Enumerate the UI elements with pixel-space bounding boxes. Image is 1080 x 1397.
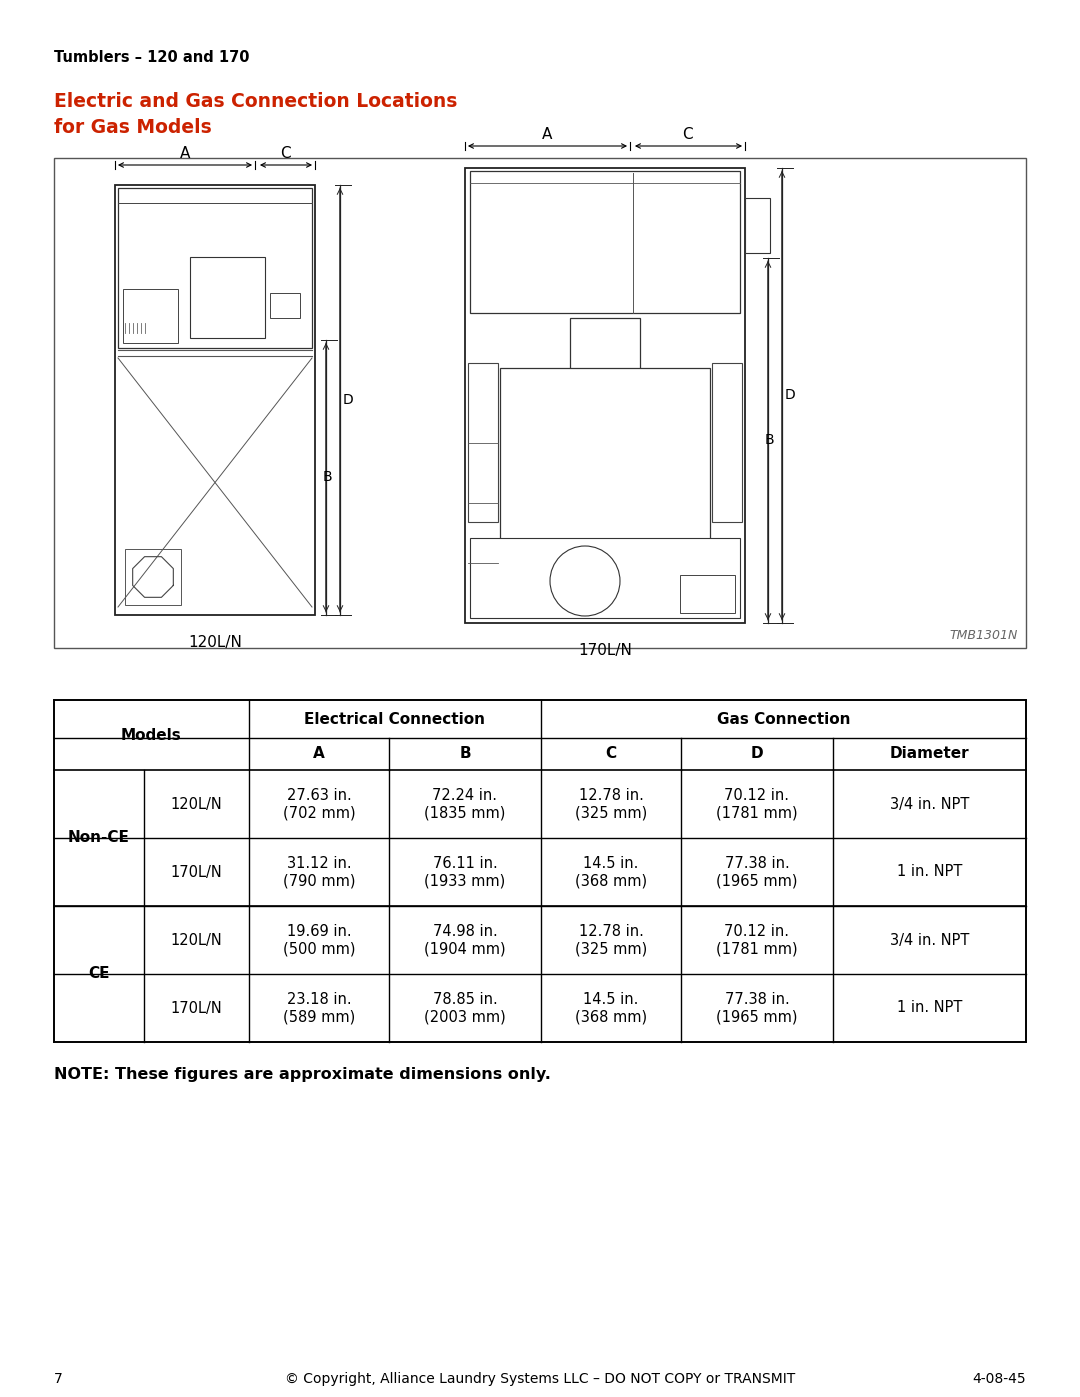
Text: 14.5 in.: 14.5 in. <box>583 992 638 1006</box>
Text: Electric and Gas Connection Locations: Electric and Gas Connection Locations <box>54 92 457 110</box>
Text: (325 mm): (325 mm) <box>575 942 647 957</box>
Bar <box>190 257 265 338</box>
Text: (368 mm): (368 mm) <box>575 1010 647 1024</box>
Bar <box>118 189 312 348</box>
Text: 76.11 in.: 76.11 in. <box>433 855 498 870</box>
Text: 3/4 in. NPT: 3/4 in. NPT <box>890 933 969 947</box>
Bar <box>712 363 742 522</box>
Text: C: C <box>280 147 291 161</box>
Bar <box>745 198 770 253</box>
Text: 23.18 in.: 23.18 in. <box>286 992 351 1006</box>
Text: 120L/N: 120L/N <box>171 796 222 812</box>
Text: B: B <box>765 433 774 447</box>
Text: (1933 mm): (1933 mm) <box>424 873 505 888</box>
Text: 7: 7 <box>54 1372 63 1386</box>
Text: CE: CE <box>89 967 110 982</box>
Text: Diameter: Diameter <box>890 746 970 761</box>
Text: (1835 mm): (1835 mm) <box>424 806 505 820</box>
Bar <box>54 158 1026 648</box>
Bar <box>125 549 181 605</box>
Text: © Copyright, Alliance Laundry Systems LLC – DO NOT COPY or TRANSMIT: © Copyright, Alliance Laundry Systems LL… <box>285 1372 795 1386</box>
Bar <box>470 538 740 617</box>
Text: 14.5 in.: 14.5 in. <box>583 855 638 870</box>
Text: 12.78 in.: 12.78 in. <box>579 788 644 802</box>
Text: (325 mm): (325 mm) <box>575 806 647 820</box>
Text: A: A <box>179 147 190 161</box>
Text: 31.12 in.: 31.12 in. <box>286 855 351 870</box>
Bar <box>270 293 300 319</box>
Text: A: A <box>542 127 553 142</box>
Text: B: B <box>459 746 471 761</box>
Text: (1965 mm): (1965 mm) <box>716 1010 798 1024</box>
Text: (589 mm): (589 mm) <box>283 1010 355 1024</box>
Text: TMB1301N: TMB1301N <box>949 629 1018 643</box>
Text: 77.38 in.: 77.38 in. <box>725 992 789 1006</box>
Text: (2003 mm): (2003 mm) <box>424 1010 505 1024</box>
Text: (500 mm): (500 mm) <box>283 942 355 957</box>
Text: 70.12 in.: 70.12 in. <box>725 788 789 802</box>
Text: 70.12 in.: 70.12 in. <box>725 923 789 939</box>
Text: (368 mm): (368 mm) <box>575 873 647 888</box>
Text: (702 mm): (702 mm) <box>283 806 355 820</box>
Text: 12.78 in.: 12.78 in. <box>579 923 644 939</box>
Text: 72.24 in.: 72.24 in. <box>432 788 498 802</box>
Text: 1 in. NPT: 1 in. NPT <box>896 865 962 880</box>
Text: Tumblers – 120 and 170: Tumblers – 120 and 170 <box>54 50 249 66</box>
Text: 77.38 in.: 77.38 in. <box>725 855 789 870</box>
Text: 170L/N: 170L/N <box>578 643 632 658</box>
Bar <box>54 700 1026 1042</box>
Text: B: B <box>323 469 333 483</box>
Text: (1904 mm): (1904 mm) <box>424 942 505 957</box>
Text: (1781 mm): (1781 mm) <box>716 942 798 957</box>
Circle shape <box>550 546 620 616</box>
Text: 170L/N: 170L/N <box>171 1000 222 1016</box>
Bar <box>123 289 178 344</box>
Text: Models: Models <box>121 728 181 742</box>
Text: 120L/N: 120L/N <box>171 933 222 947</box>
Text: 3/4 in. NPT: 3/4 in. NPT <box>890 796 969 812</box>
Text: D: D <box>751 746 764 761</box>
Text: D: D <box>343 393 354 407</box>
Text: 74.98 in.: 74.98 in. <box>433 923 498 939</box>
Text: C: C <box>606 746 617 761</box>
Text: Electrical Connection: Electrical Connection <box>305 711 486 726</box>
Text: (790 mm): (790 mm) <box>283 873 355 888</box>
Bar <box>114 184 315 615</box>
Bar <box>680 576 735 613</box>
Text: for Gas Models: for Gas Models <box>54 117 212 137</box>
Text: (1781 mm): (1781 mm) <box>716 806 798 820</box>
Text: 1 in. NPT: 1 in. NPT <box>896 1000 962 1016</box>
Text: Non-CE: Non-CE <box>68 830 130 845</box>
Bar <box>468 363 498 522</box>
Text: 27.63 in.: 27.63 in. <box>286 788 351 802</box>
Text: 78.85 in.: 78.85 in. <box>433 992 498 1006</box>
Text: D: D <box>785 388 796 402</box>
Bar <box>465 168 745 623</box>
Text: NOTE: These figures are approximate dimensions only.: NOTE: These figures are approximate dime… <box>54 1067 551 1083</box>
Bar <box>470 170 740 313</box>
Text: 4-08-45: 4-08-45 <box>972 1372 1026 1386</box>
Text: 170L/N: 170L/N <box>171 865 222 880</box>
Text: C: C <box>683 127 692 142</box>
Text: A: A <box>313 746 325 761</box>
Bar <box>500 367 710 559</box>
Bar <box>570 319 640 379</box>
Text: 120L/N: 120L/N <box>188 636 242 650</box>
Text: Gas Connection: Gas Connection <box>717 711 850 726</box>
Text: 19.69 in.: 19.69 in. <box>286 923 351 939</box>
Text: (1965 mm): (1965 mm) <box>716 873 798 888</box>
